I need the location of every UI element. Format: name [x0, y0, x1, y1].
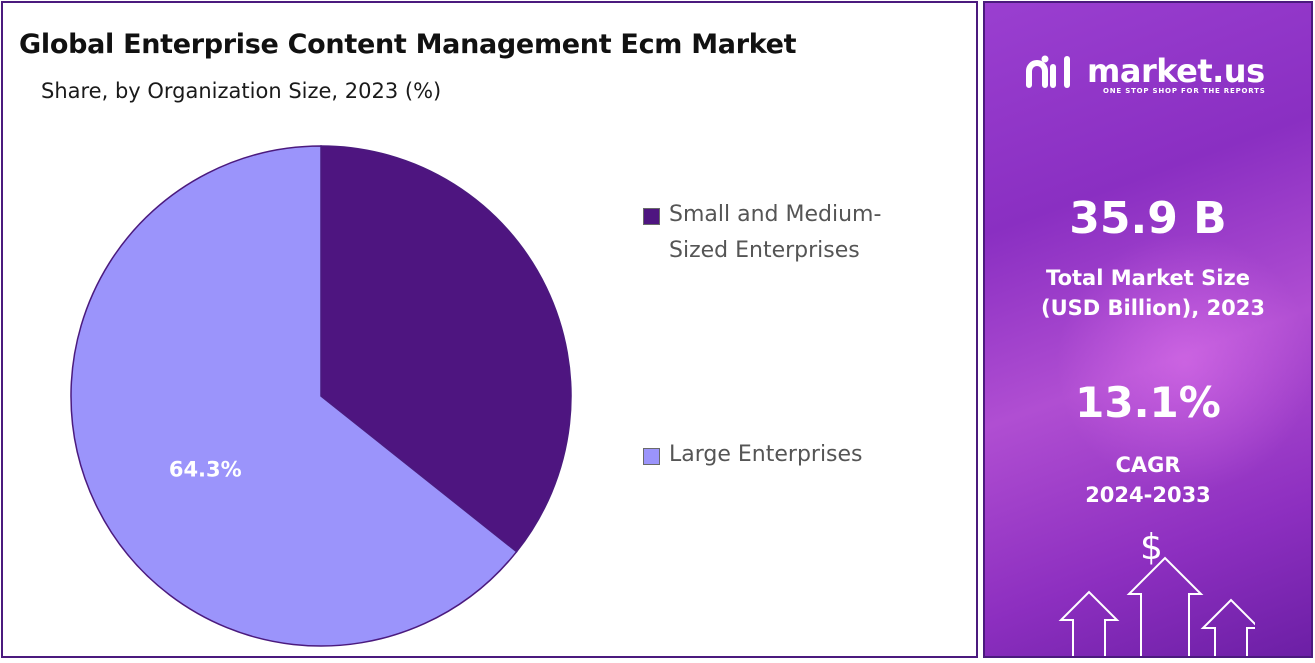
cagr-period-label: 2024-2033 [1085, 483, 1211, 507]
dollar-icon: $ [1140, 527, 1163, 568]
legend-swatch-sme [643, 208, 660, 225]
legend-item-large: Large Enterprises [643, 442, 929, 473]
market-size-unit-label: (USD Billion), 2023 [1040, 296, 1266, 320]
pie-data-label-large: 64.3% [169, 457, 242, 481]
pie-slice-large [70, 145, 518, 647]
pie-chart: 64.3% [70, 145, 572, 647]
legend-label-large: Large Enterprises [669, 442, 863, 467]
legend-swatch-large [643, 448, 660, 465]
legend-item-sme: Small and Medium-Sized Enterprises [643, 202, 929, 269]
brand: market.us [1025, 51, 1265, 91]
legend-label-sme: Small and Medium-Sized Enterprises [669, 202, 882, 263]
pie-slice-sme [320, 145, 572, 553]
market-size-label: Total Market Size [1046, 266, 1250, 290]
chart-title: Global Enterprise Content Management Ecm… [19, 29, 797, 60]
market-size-value: 35.9 B [1069, 193, 1227, 244]
market-us-logo-icon [1026, 55, 1070, 88]
cagr-label: CAGR [1115, 453, 1181, 477]
cagr-value: 13.1% [1075, 378, 1221, 427]
brand-name: market.us [1087, 52, 1265, 90]
chart-subtitle: Share, by Organization Size, 2023 (%) [41, 79, 442, 103]
brand-tagline: ONE STOP SHOP FOR THE REPORTS [1103, 87, 1266, 95]
growth-arrows-icon [1058, 556, 1255, 656]
summary-panel: market.us ONE STOP SHOP FOR THE REPORTS … [983, 1, 1313, 658]
chart-panel: Global Enterprise Content Management Ecm… [1, 1, 978, 658]
